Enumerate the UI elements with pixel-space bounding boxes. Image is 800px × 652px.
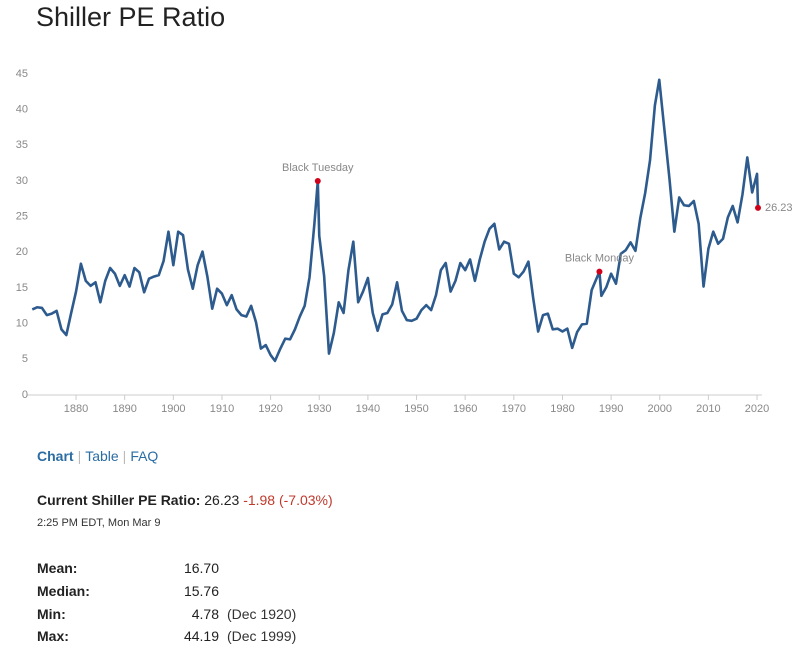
- annotation-label: Black Monday: [565, 252, 635, 264]
- current-label: Current Shiller PE Ratio:: [37, 492, 201, 508]
- x-tick-label: 2010: [696, 403, 720, 415]
- stat-label: Median:: [37, 583, 90, 599]
- y-tick-label: 0: [22, 389, 28, 401]
- y-tick-label: 15: [16, 282, 28, 294]
- stat-date: (Dec 1999): [227, 628, 297, 644]
- x-tick-label: 1980: [550, 403, 574, 415]
- x-tick-label: 1970: [502, 403, 526, 415]
- x-tick-label: 1940: [356, 403, 380, 415]
- stat-date: (Dec 1920): [227, 606, 297, 622]
- x-tick-label: 1930: [307, 403, 331, 415]
- x-tick-label: 1960: [453, 403, 477, 415]
- stat-label: Mean:: [37, 560, 78, 576]
- y-tick-label: 25: [16, 211, 28, 223]
- annotation-dot: [314, 178, 321, 184]
- stat-label: Min:: [37, 606, 66, 622]
- y-tick-label: 20: [16, 246, 28, 258]
- stat-row: Mean: 16.70: [37, 560, 337, 578]
- x-tick-label: 1920: [258, 403, 282, 415]
- tab[interactable]: Table: [85, 448, 119, 464]
- annotation-label: Black Tuesday: [282, 162, 354, 174]
- x-tick-label: 1950: [404, 403, 428, 415]
- stat-value: 16.70: [183, 560, 219, 576]
- stat-value: 15.76: [183, 583, 219, 599]
- y-tick-label: 40: [16, 104, 28, 116]
- tab[interactable]: Chart: [37, 448, 74, 464]
- x-tick-label: 1910: [210, 403, 234, 415]
- y-tick-label: 30: [16, 175, 28, 187]
- y-tick-label: 35: [16, 139, 28, 151]
- annotation-dot: [596, 268, 603, 275]
- y-tick-label: 5: [22, 353, 28, 365]
- y-tick-label: 10: [16, 318, 28, 330]
- tab[interactable]: FAQ: [130, 448, 159, 464]
- page-title: Shiller PE Ratio: [36, 2, 226, 32]
- x-tick-label: 1900: [161, 403, 185, 415]
- stat-row: Min: 4.78 (Dec 1920): [37, 606, 337, 624]
- stat-value: 4.78: [191, 606, 219, 622]
- x-tick-label: 1890: [112, 403, 136, 415]
- annotation-label: 26.23: [765, 202, 793, 214]
- current-ratio: Current Shiller PE Ratio: 26.23 -1.98 (-…: [37, 492, 333, 508]
- annotation-dot: [755, 204, 762, 211]
- stat-row: Max: 44.19 (Dec 1999): [37, 628, 337, 646]
- chart: 0 5 10 15 20 25 30 35 40 45 1880 1890 1900 1910 1920 19…: [16, 68, 793, 415]
- tabs: Chart | Table | FAQ: [37, 448, 159, 464]
- y-tick-label: 45: [16, 68, 28, 80]
- x-tick-label: 1990: [599, 403, 623, 415]
- stat-value: 44.19: [183, 628, 219, 644]
- stat-label: Max:: [37, 628, 69, 644]
- x-tick-label: 1880: [64, 403, 88, 415]
- current-change: -1.98 (-7.03%): [243, 492, 333, 508]
- current-value: 26.23: [204, 492, 240, 508]
- timestamp: 2:25 PM EDT, Mon Mar 9: [37, 517, 161, 529]
- line: [31, 78, 760, 363]
- x-tick-label: 2020: [745, 403, 769, 415]
- stat-row: Median: 15.76: [37, 583, 337, 601]
- x-tick-label: 2000: [648, 403, 672, 415]
